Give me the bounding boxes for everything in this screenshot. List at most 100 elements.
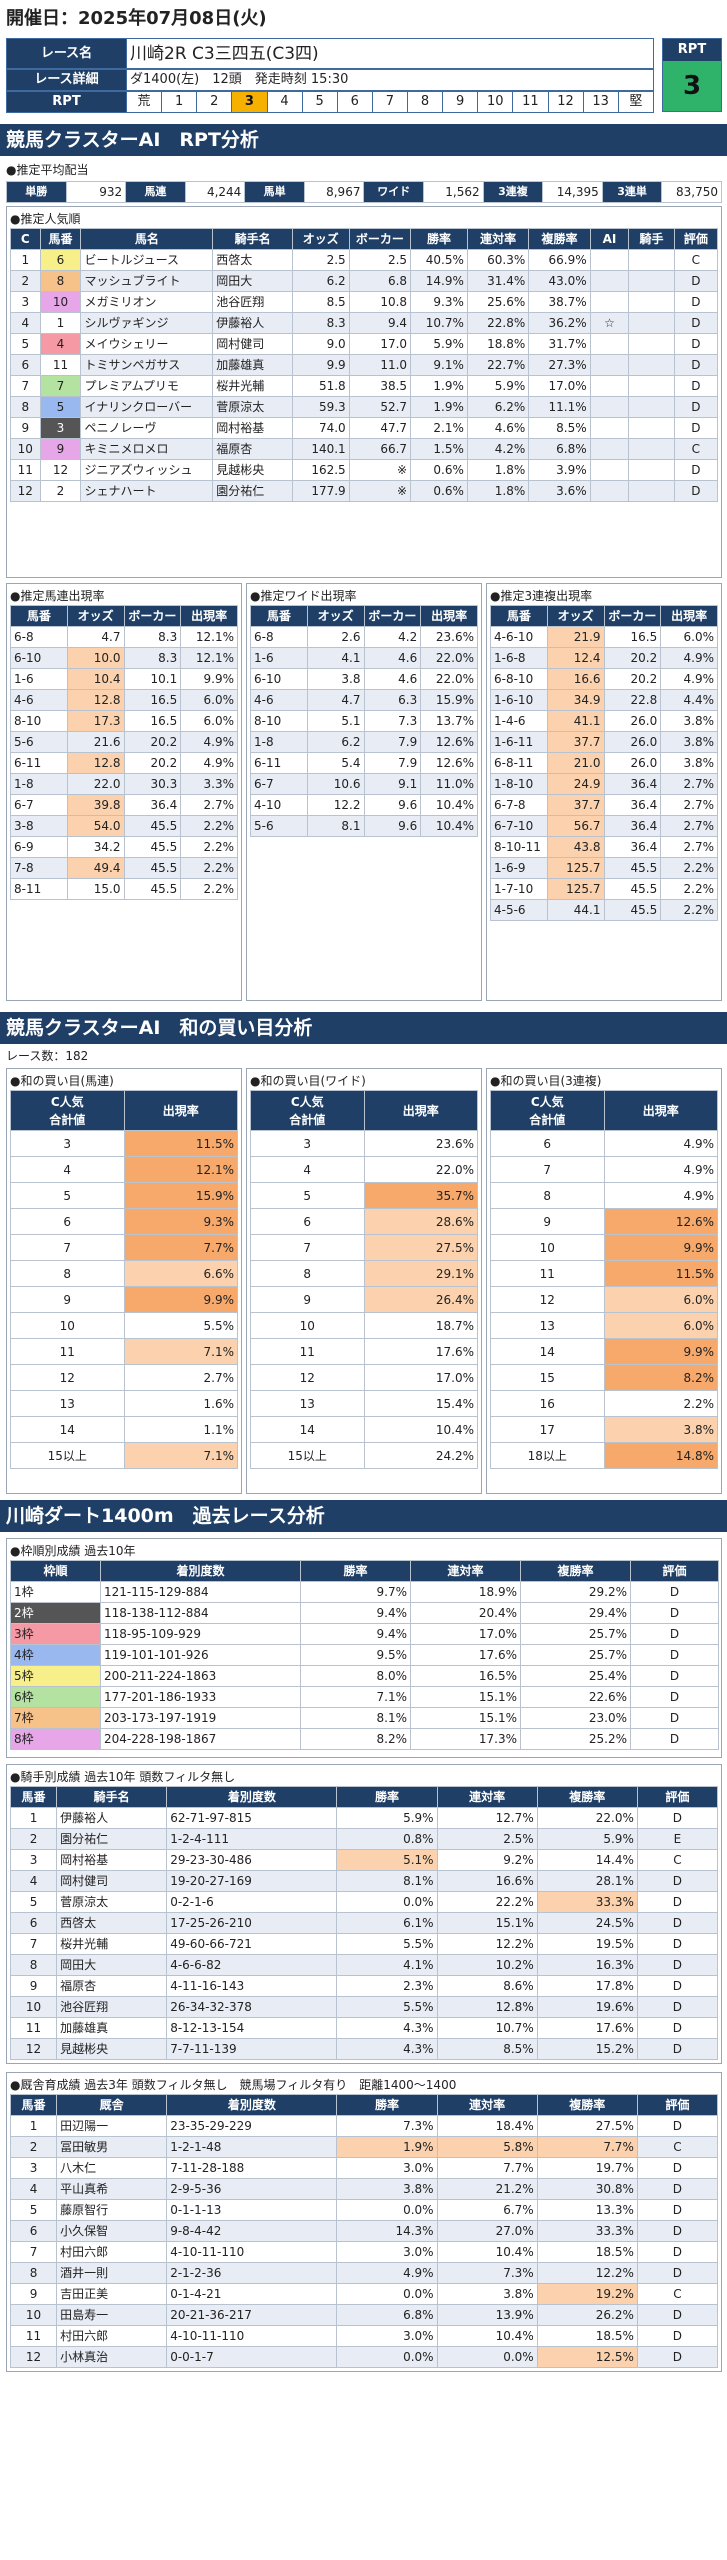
table-cell: 4 — [9, 1870, 58, 1892]
table-cell: 12.1% — [123, 1156, 238, 1183]
column-header: 馬番 — [9, 2094, 58, 2116]
table-cell: 33.3% — [536, 2220, 638, 2242]
table-cell: D — [630, 1707, 719, 1729]
table-cell: 45.5 — [123, 836, 182, 858]
table-cell: 23.6% — [363, 1130, 478, 1157]
table-cell: 0-1-1-13 — [166, 2199, 338, 2221]
table-cell: 池谷匠翔 — [56, 1996, 168, 2018]
table-cell: 9.0 — [291, 333, 350, 355]
table-cell: 6-10 — [250, 668, 308, 690]
table-cell: D — [630, 1686, 719, 1708]
table-cell: 15.1% — [436, 1912, 538, 1934]
table-cell: 10.1 — [123, 668, 182, 690]
table-cell — [628, 438, 675, 460]
table-row: 14 9.9% — [490, 1338, 718, 1365]
table-cell: 村田六郎 — [56, 2241, 168, 2263]
table-cell: 25.4% — [520, 1665, 631, 1687]
table-cell: 12 — [490, 1286, 605, 1313]
table-cell: 56.7 — [546, 815, 605, 837]
table-cell: 19.2% — [536, 2283, 638, 2305]
table-cell: 9.4% — [300, 1602, 411, 1624]
table-cell: 酒井一則 — [56, 2262, 168, 2284]
table-cell: 10 — [10, 438, 41, 460]
column-header: 評価 — [630, 1560, 719, 1582]
table-row: 9 3 ペニノレーヴ 岡村裕基 74.0 47.7 2.1% 4.6% 8.5% D — [10, 417, 719, 439]
rpt-cell: 1 — [161, 91, 198, 113]
table-cell: D — [636, 1870, 719, 1892]
table-row: 1-8 22.0 30.3 3.3% — [10, 773, 238, 795]
table-cell: 36.4 — [603, 794, 662, 816]
table-cell: 3 — [10, 1130, 125, 1157]
table-cell — [628, 270, 675, 292]
sum-table: C人気 合計値 出現率 3 23.6% 4 22.0% 5 35.7% 6 28.6% 7 27.5% 8… — [250, 1090, 478, 1469]
table-cell: 6-9 — [10, 836, 68, 858]
table-cell: 26-34-32-378 — [166, 1996, 338, 2018]
table-cell: 3.3% — [180, 773, 238, 795]
table-cell: 3.0% — [336, 2157, 438, 2179]
table-cell: 29-23-30-486 — [166, 1849, 338, 1871]
table-cell: 12.1% — [180, 626, 238, 648]
table-cell: 0.0% — [336, 2346, 438, 2368]
table-cell: 1.6% — [123, 1390, 238, 1417]
table-cell: 12.2% — [536, 2262, 638, 2284]
table-cell: 福原杏 — [56, 1975, 168, 1997]
table-cell: 0-2-1-6 — [166, 1891, 338, 1913]
table-cell: 22.7% — [466, 354, 530, 376]
table-cell: 7.1% — [300, 1686, 411, 1708]
table-cell: 22.6% — [520, 1686, 631, 1708]
table-row: 3 岡村裕基 29-23-30-486 5.1% 9.2% 14.4% C — [9, 1849, 719, 1871]
table-cell: 10 — [10, 1312, 125, 1339]
table-row: 10 田島寿一 20-21-36-217 6.8% 13.9% 26.2% D — [9, 2304, 719, 2326]
table-cell: 15以上 — [10, 1442, 125, 1469]
column-header: 着別度数 — [100, 1560, 301, 1582]
table-cell: 18.5% — [536, 2325, 638, 2347]
table-cell: 8 — [490, 1182, 605, 1209]
table-cell: 5-6 — [250, 815, 308, 837]
table-cell: 16.5 — [603, 626, 662, 648]
table-cell: 4.9% — [660, 668, 718, 690]
rpt-cell: 2 — [196, 91, 233, 113]
trio-box: ●推定3連複出現率 馬番 オッズ ボーカー 出現率 4-6-10 21.9 16.5 6.0%… — [486, 583, 722, 1001]
table-row: 13 6.0% — [490, 1312, 718, 1339]
table-cell: 25.7% — [520, 1644, 631, 1666]
table-cell: 6.3 — [363, 689, 422, 711]
table-cell: ジニアズウィッシュ — [80, 459, 214, 481]
race-detail-label: レース詳細 — [6, 69, 127, 91]
table-cell: 5.9% — [336, 1807, 438, 1829]
table-cell: 28.1% — [536, 1870, 638, 1892]
rpt-cell: 5 — [301, 91, 338, 113]
table-cell: 17.0 — [348, 333, 412, 355]
table-cell: 3 — [9, 2157, 58, 2179]
table-row: 8 岡田大 4-6-6-82 4.1% 10.2% 16.3% D — [9, 1954, 719, 1976]
table-cell: 1-7-10 — [490, 878, 548, 900]
column-header: ボーカー — [363, 605, 422, 627]
table-cell: D — [673, 417, 719, 439]
table-cell: 岡村裕基 — [56, 1849, 168, 1871]
table-cell: ☆ — [589, 312, 630, 334]
column-header: AI — [589, 228, 630, 250]
rpt-cell: 11 — [512, 91, 549, 113]
table-cell: 36.4 — [603, 836, 662, 858]
table-cell — [628, 291, 675, 313]
table-row: 1-4-6 41.1 26.0 3.8% — [490, 710, 718, 732]
table-cell: 9.3% — [410, 291, 468, 313]
table-cell: 3-8 — [10, 815, 68, 837]
table-cell: 15.4% — [363, 1390, 478, 1417]
column-header-bottom: 合計値 — [289, 1112, 326, 1127]
table-cell: 21.2% — [436, 2178, 538, 2200]
table-cell: 9 — [10, 1286, 125, 1313]
rpt-scale-right: 堅 — [617, 91, 655, 113]
table-cell: 田辺陽一 — [56, 2115, 168, 2137]
table-cell: 8 — [10, 1260, 125, 1287]
sum-section-title: 競馬クラスターAI 和の買い目分析 — [0, 1012, 727, 1044]
table-cell: 12.8 — [66, 752, 125, 774]
table-cell: 19.5% — [536, 1933, 638, 1955]
table-cell: 8 — [39, 270, 82, 292]
table-cell: D — [630, 1581, 719, 1603]
table-cell: 岡村裕基 — [212, 417, 293, 439]
table-row: 10 18.7% — [250, 1312, 478, 1339]
table-cell: D — [630, 1644, 719, 1666]
table-cell: 6.8% — [336, 2304, 438, 2326]
table-cell: 1-8 — [250, 731, 308, 753]
table-cell: 3 — [9, 1849, 58, 1871]
